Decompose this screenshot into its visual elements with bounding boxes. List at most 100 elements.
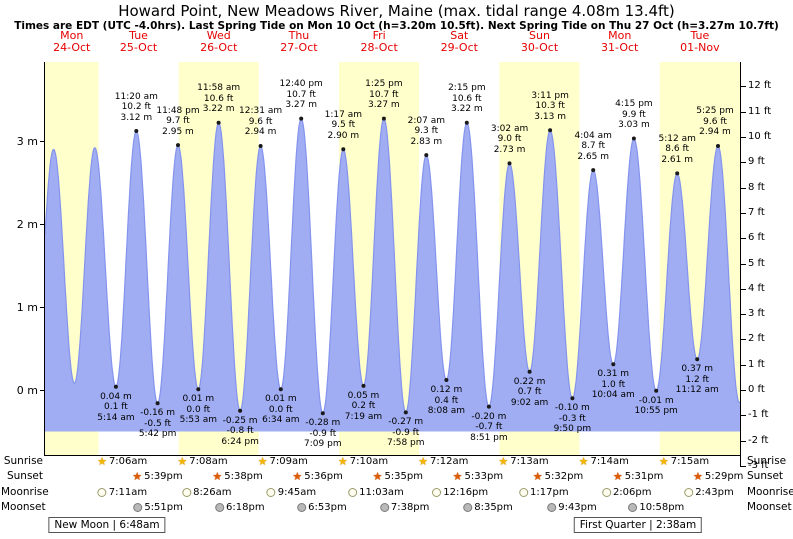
- tide-extreme-dot: [381, 116, 386, 121]
- tide-extreme-dot: [444, 378, 449, 382]
- tide-extreme-dot: [486, 404, 491, 409]
- y-axis-tick-right: [741, 187, 746, 189]
- y-axis-label-right: -2 ft: [748, 434, 769, 446]
- sunrise-entry: ★ 7:06am: [97, 455, 147, 468]
- sunrise-entry: ★ 7:12am: [418, 455, 468, 468]
- sunset-icon: ★: [132, 470, 143, 483]
- sunset-entry: ★ 5:29pm: [693, 470, 743, 483]
- moonset-time: 6:18pm: [226, 502, 265, 513]
- day-label: Wed 26-Oct: [200, 29, 238, 54]
- sunrise-entry: ★ 7:14am: [579, 455, 629, 468]
- moonset-time: 9:43pm: [558, 502, 597, 513]
- moonrise-time: 7:11am: [108, 487, 148, 498]
- tide-extreme-dot: [113, 384, 118, 389]
- sunrise-entry: ★ 7:13am: [498, 455, 548, 468]
- row-label-sunset: Sunset: [747, 470, 784, 482]
- moonrise-time: 2:06pm: [612, 487, 652, 498]
- first-quarter-event: First Quarter | 2:38am: [573, 517, 703, 533]
- y-axis-tick-right: [741, 212, 746, 214]
- sunrise-time: 7:13am: [510, 456, 549, 467]
- sunrise-time: 7:14am: [590, 456, 629, 467]
- sunset-icon: ★: [212, 470, 223, 483]
- moonrise-entry: 7:11am: [97, 486, 148, 499]
- y-axis-tick-right: [741, 390, 746, 391]
- tide-extreme-dot: [320, 411, 325, 416]
- moonset-entry: 9:43pm: [547, 501, 597, 514]
- high-tide-label: 5:12 am 8.6 ft 2.61 m: [658, 133, 696, 165]
- tide-extreme-dot: [716, 144, 720, 148]
- sunrise-time: 7:15am: [670, 456, 710, 467]
- y-axis-label-right: 9 ft: [748, 156, 765, 168]
- low-tide-label: 0.31 m 1.0 ft 10:04 am: [591, 369, 635, 401]
- moonset-icon: [463, 503, 473, 512]
- sunrise-time: 7:08am: [189, 456, 228, 467]
- moonrise-entry: 9:45am: [266, 486, 317, 499]
- tide-extreme-dot: [134, 129, 139, 133]
- moonrise-icon: [266, 488, 276, 497]
- moonrise-entry: 2:43pm: [684, 486, 734, 499]
- moonrise-entry: 8:26am: [182, 486, 231, 499]
- high-tide-label: 5:25 pm 9.6 ft 2.94 m: [696, 106, 734, 138]
- moonset-time: 7:38pm: [390, 502, 430, 513]
- moonrise-icon: [182, 488, 192, 497]
- y-axis-tick-left: [40, 224, 45, 225]
- y-axis-label-right: 7 ft: [748, 206, 765, 218]
- sunrise-entry: ★ 7:10am: [338, 455, 388, 468]
- sunrise-time: 7:06am: [108, 456, 148, 467]
- tide-extreme-dot: [507, 161, 512, 166]
- row-label-sunrise: Sunrise: [747, 455, 787, 467]
- sunset-time: 5:33pm: [464, 471, 504, 482]
- low-tide-label: 0.12 m 0.4 ft 8:08 am: [427, 385, 466, 417]
- tide-extreme-dot: [299, 116, 304, 121]
- sunrise-entry: ★ 7:15am: [659, 455, 709, 468]
- day-label: Fri 28-Oct: [360, 29, 398, 54]
- y-axis-label-right: 5 ft: [748, 257, 765, 269]
- moonrise-time: 9:45am: [277, 487, 317, 498]
- tide-extreme-dot: [611, 362, 616, 367]
- sunset-entry: ★ 5:38pm: [212, 470, 262, 483]
- moonset-icon: [133, 503, 143, 512]
- moonrise-icon: [519, 488, 529, 497]
- moonrise-icon: [348, 488, 358, 497]
- moonrise-time: 12:16pm: [443, 487, 489, 498]
- tide-extreme-dot: [527, 369, 532, 374]
- moonset-entry: 5:51pm: [133, 501, 183, 514]
- sunset-time: 5:38pm: [224, 471, 263, 482]
- low-tide-label: 0.05 m 0.2 ft 7:19 am: [344, 390, 383, 422]
- sunset-icon: ★: [292, 470, 303, 483]
- moonrise-time: 11:03am: [359, 487, 404, 498]
- high-tide-label: 1:17 am 9.5 ft 2.90 m: [324, 109, 362, 141]
- high-tide-label: 11:20 am 10.2 ft 3.12 m: [114, 91, 158, 123]
- y-axis-tick-left: [40, 307, 45, 308]
- sunrise-icon: ★: [97, 455, 107, 468]
- y-axis-label-left: 0 m: [16, 383, 38, 397]
- y-axis-tick-right: [741, 364, 746, 366]
- day-label: Mon 24-Oct: [53, 29, 91, 54]
- tide-extreme-dot: [424, 153, 429, 158]
- tide-extreme-dot: [570, 396, 575, 401]
- sunset-time: 5:35pm: [384, 471, 423, 482]
- right-axis-line: [740, 62, 741, 467]
- high-tide-label: 2:07 am 9.3 ft 2.83 m: [407, 115, 445, 147]
- bottom-axis-line: [44, 455, 741, 456]
- moonset-icon: [297, 503, 307, 512]
- high-tide-label: 12:40 pm 10.7 ft 3.27 m: [279, 79, 323, 111]
- tide-plot: [44, 62, 740, 455]
- sunrise-icon: ★: [177, 455, 188, 468]
- page-title: Howard Point, New Meadows River, Maine (…: [118, 2, 675, 20]
- moonset-entry: 8:35pm: [463, 501, 513, 514]
- high-tide-label: 11:48 pm 9.7 ft 2.95 m: [156, 105, 200, 137]
- low-tide-label: -0.10 m -0.3 ft 9:50 pm: [553, 403, 592, 435]
- sunset-icon: ★: [532, 470, 543, 483]
- sunset-time: 5:29pm: [704, 471, 744, 482]
- y-axis-label-right: 2 ft: [748, 333, 765, 345]
- low-tide-label: -0.20 m -0.7 ft 8:51 pm: [470, 411, 508, 443]
- low-tide-label: -0.16 m -0.5 ft 5:42 pm: [138, 408, 177, 440]
- sunset-time: 5:32pm: [544, 471, 584, 482]
- tide-extreme-dot: [341, 147, 346, 152]
- y-axis-tick-right: [741, 162, 746, 164]
- sunset-time: 5:39pm: [144, 471, 183, 482]
- sunset-icon: ★: [693, 470, 703, 483]
- tide-extreme-dot: [278, 387, 283, 392]
- sunrise-icon: ★: [337, 455, 348, 468]
